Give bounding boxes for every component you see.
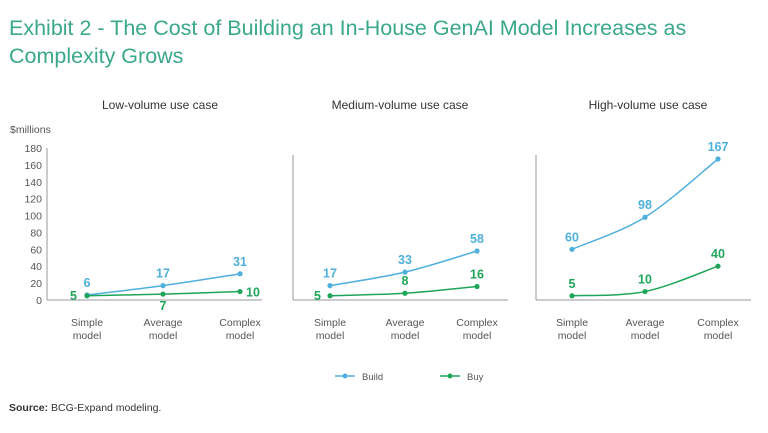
x-tick-label: model [149, 330, 178, 342]
y-tick-label: 20 [30, 278, 42, 290]
data-point-build [402, 269, 408, 275]
data-label: 5 [70, 289, 77, 303]
data-label: 33 [398, 253, 412, 267]
data-point-buy [715, 263, 721, 269]
data-point-build [569, 246, 575, 252]
data-point-buy [327, 293, 333, 299]
y-tick-label: 140 [24, 177, 42, 189]
data-point-build [715, 156, 721, 162]
y-axis-label: $millions [10, 124, 51, 136]
x-tick-label: model [73, 330, 102, 342]
chart-panel-3: High-volume use caseSimplemodelAveragemo… [535, 98, 751, 342]
data-label: 16 [470, 267, 484, 281]
panel-title: High-volume use case [589, 98, 708, 112]
data-point-buy [237, 288, 243, 295]
legend-item-buy: Buy [440, 372, 484, 383]
legend-label: Build [362, 372, 383, 383]
legend-item-build: Build [335, 372, 383, 383]
x-tick-label: Average [386, 317, 425, 329]
x-tick-label: model [558, 330, 587, 342]
legend-label: Buy [467, 372, 484, 383]
data-point-buy [642, 288, 648, 295]
data-point-buy [569, 293, 575, 299]
panel-title: Medium-volume use case [332, 98, 469, 112]
chart-panel-1: Low-volume use case $millions 0 20 40 60 80 100… [10, 98, 262, 342]
data-point-buy [84, 293, 90, 299]
data-point-buy [402, 290, 408, 296]
x-tick-label: Simple [556, 317, 588, 329]
data-label: 31 [233, 255, 247, 269]
data-point-buy [160, 291, 166, 297]
source-note: Source: BCG-Expand modeling. [9, 402, 161, 414]
x-tick-label: model [463, 330, 492, 342]
source-text: BCG-Expand modeling. [51, 402, 162, 414]
data-point-buy [474, 283, 480, 290]
y-tick-label: 120 [24, 194, 42, 206]
y-tick-label: 60 [30, 244, 42, 256]
x-tick-label: Average [144, 317, 183, 329]
data-label: 17 [156, 267, 170, 281]
data-label: 6 [84, 276, 91, 290]
source-label: Source: [9, 402, 49, 414]
legend: Build Buy [335, 372, 484, 383]
y-tick-label: 160 [24, 160, 42, 172]
y-tick-label: 40 [30, 261, 42, 273]
y-tick-label: 80 [30, 227, 42, 239]
x-tick-label: model [226, 330, 255, 342]
data-label: 40 [711, 247, 725, 261]
data-label: 17 [323, 267, 337, 281]
data-label: 60 [565, 230, 579, 244]
x-tick-label: model [391, 330, 420, 342]
x-tick-label: model [704, 330, 733, 342]
x-tick-label: model [631, 330, 660, 342]
x-tick-label: Simple [71, 317, 103, 329]
legend-marker [342, 373, 348, 379]
y-tick-label: 0 [36, 295, 42, 307]
data-point-build [474, 248, 480, 254]
x-tick-label: model [316, 330, 345, 342]
chart-panel-2: Medium-volume use caseSimplemodelAverage… [292, 98, 508, 342]
data-label: 10 [246, 286, 260, 300]
panel-title: Low-volume use case [102, 98, 218, 112]
y-tick-label: 180 [24, 143, 42, 155]
x-tick-label: Complex [697, 317, 739, 329]
x-tick-label: Complex [456, 317, 498, 329]
legend-marker [447, 373, 453, 379]
data-label: 5 [314, 289, 321, 303]
data-label: 10 [638, 273, 652, 287]
data-point-build [642, 214, 648, 220]
x-tick-label: Complex [219, 317, 261, 329]
x-tick-label: Average [626, 317, 665, 329]
data-label: 58 [470, 232, 484, 246]
x-tick-label: Simple [314, 317, 346, 329]
page-title: Exhibit 2 - The Cost of Building an In-H… [9, 16, 687, 68]
data-point-build [327, 283, 333, 289]
data-point-build [160, 283, 166, 289]
data-label: 98 [638, 198, 652, 212]
data-label: 167 [708, 140, 729, 154]
data-label: 7 [160, 299, 167, 313]
y-tick-label: 100 [24, 211, 42, 223]
data-label: 8 [402, 274, 409, 288]
data-point-build [237, 271, 243, 277]
data-label: 5 [569, 277, 576, 291]
